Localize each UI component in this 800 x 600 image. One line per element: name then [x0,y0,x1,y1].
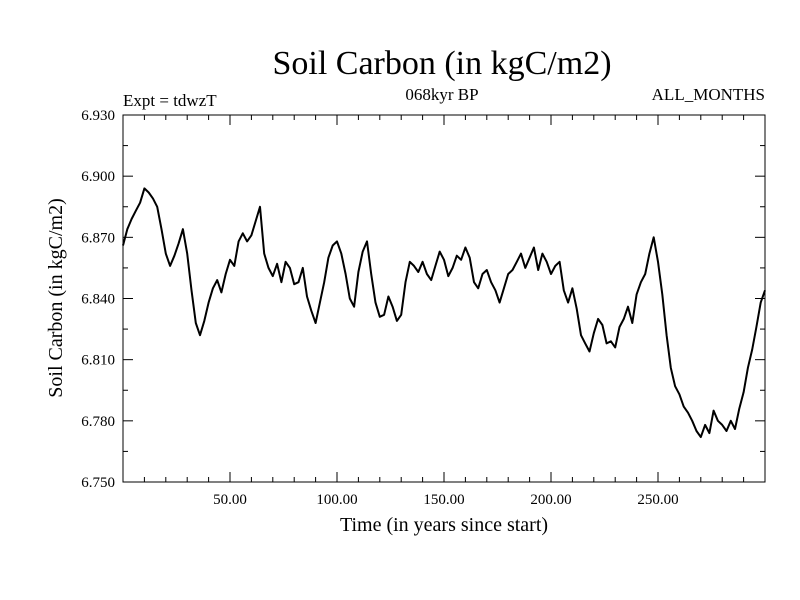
chart-subtitle: 068kyr BP [405,85,478,104]
y-axis-label: Soil Carbon (in kgC/m2) [45,198,67,397]
plot-frame [122,114,766,483]
header-left: Expt = tdwzT [123,91,217,110]
header-right: ALL_MONTHS [652,85,765,104]
x-tick-label: 100.00 [316,492,357,508]
y-axis-ticks [123,114,765,483]
chart-title: Soil Carbon (in kgC/m2) [272,45,611,82]
x-tick-label: 250.00 [637,492,678,508]
x-tick-label: 150.00 [423,492,464,508]
y-tick-label: 6.900 [81,169,115,185]
x-tick-label: 200.00 [530,492,571,508]
y-tick-label: 6.930 [81,108,115,124]
y-tick-label: 6.780 [81,414,115,430]
y-tick-label: 6.840 [81,292,115,308]
y-tick-label: 6.750 [81,475,115,491]
series-line [122,187,766,439]
y-axis-tick-labels: 6.750 6.780 6.810 6.840 6.870 6.900 6.930 [81,108,115,491]
y-tick-label: 6.870 [81,230,115,246]
x-tick-label: 50.00 [213,492,247,508]
x-axis-ticks [143,115,745,482]
x-axis-tick-labels: 50.00 100.00 150.00 200.00 250.00 [213,492,679,508]
x-axis-label: Time (in years since start) [340,514,548,536]
y-tick-label: 6.810 [81,353,115,369]
